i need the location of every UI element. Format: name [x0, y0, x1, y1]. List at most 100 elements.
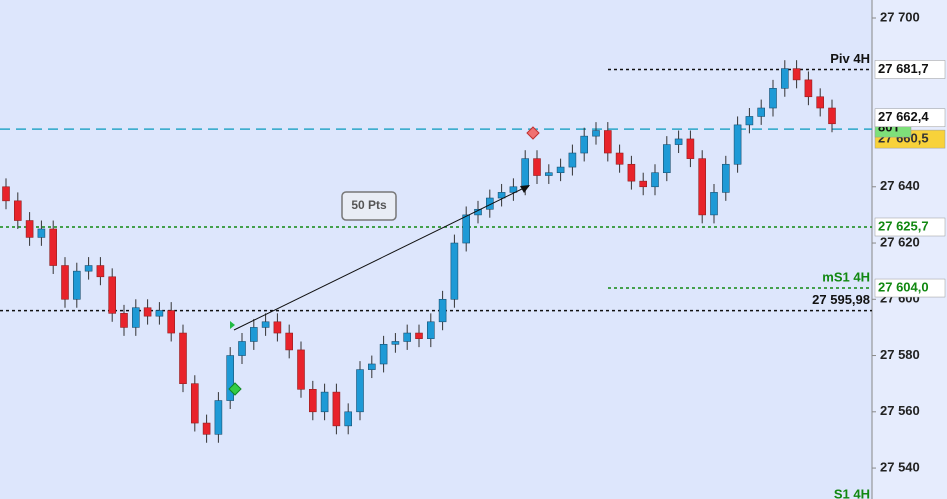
candle-body: [61, 265, 69, 300]
candle-body: [521, 158, 530, 188]
plot-bg: [0, 0, 872, 499]
candle-body: [238, 341, 246, 356]
candle-body: [450, 242, 459, 300]
candle-body: [2, 186, 10, 202]
candle-body: [344, 411, 353, 427]
candle-body: [603, 130, 612, 154]
level-name: Piv 4H: [830, 51, 870, 66]
y-tick-label: 27 580: [880, 347, 920, 362]
level-name: mS1 4H: [822, 269, 870, 284]
candle-body: [379, 343, 388, 365]
y-tick-label: 27 620: [880, 234, 920, 249]
candle-body: [497, 192, 506, 199]
level-label: 27 595,98: [812, 292, 870, 307]
candle-body: [533, 158, 541, 176]
candle-body: [509, 186, 518, 193]
candle-body: [780, 68, 789, 89]
candle-body: [769, 88, 777, 109]
candle-body: [261, 321, 270, 328]
candle-body: [297, 349, 305, 390]
candle-body: [721, 163, 730, 193]
signal: [230, 321, 235, 329]
candle-body: [308, 388, 317, 413]
candle-body: [792, 68, 801, 81]
marks: [0, 60, 872, 443]
candle-body: [191, 383, 199, 424]
candle-body: [167, 310, 175, 334]
candle-body: [592, 130, 600, 137]
candle-body: [250, 327, 258, 342]
y-tick-label: 27 640: [880, 178, 920, 193]
axis-bg: [872, 0, 947, 499]
candle-body: [485, 197, 494, 210]
measure-line: [233, 185, 529, 331]
candle-body: [391, 341, 400, 345]
candle-body: [804, 79, 813, 98]
candle-body: [108, 276, 116, 314]
level-label: 27 625,7: [878, 218, 929, 233]
candle-body: [698, 158, 707, 216]
candle-body: [674, 138, 683, 145]
candle-body: [733, 124, 742, 165]
candle-body: [580, 135, 589, 154]
candle-body: [356, 369, 364, 413]
candle-body: [120, 313, 128, 328]
last-price-bg: [874, 108, 946, 128]
level-label-bg: [874, 217, 946, 237]
candle-body: [84, 265, 93, 272]
level-name: S1 4H: [834, 486, 870, 499]
candle-body: [568, 152, 577, 168]
candle-body: [710, 192, 718, 216]
candle-body: [686, 138, 695, 159]
candle-body: [639, 180, 648, 188]
candle-body: [426, 321, 435, 339]
annotation: 50 Pts: [351, 198, 387, 212]
candle-body: [285, 332, 294, 351]
candle-body: [651, 172, 659, 188]
signal: [526, 126, 540, 140]
y-tick-label: 27 560: [880, 403, 920, 418]
candle-body: [179, 332, 187, 384]
candle-body: [49, 228, 58, 266]
annotation-box: [341, 191, 397, 221]
candle-body: [96, 265, 105, 278]
candle-body: [14, 200, 22, 221]
candle-body: [155, 310, 164, 317]
candle-body: [544, 172, 553, 176]
signal: [228, 382, 242, 396]
level-label-bg: [874, 278, 946, 298]
candle-body: [615, 152, 624, 165]
candle-body: [745, 116, 754, 126]
candle-body: [367, 363, 376, 370]
candle-body: [73, 270, 81, 300]
candle-body: [556, 166, 565, 174]
arrow-head: [520, 185, 530, 193]
y-tick-label: 27 700: [880, 9, 920, 24]
candle-body: [438, 298, 447, 323]
candle-body: [37, 228, 46, 238]
candle-body: [132, 307, 140, 328]
candle-body: [214, 400, 223, 435]
candle-body: [25, 220, 34, 238]
last-price: 27 662,4: [878, 109, 929, 124]
candle-body: [332, 391, 341, 427]
candle-body: [226, 355, 234, 401]
candle-body: [143, 307, 152, 317]
level-label: 27 604,0: [878, 279, 929, 294]
candle-body: [757, 107, 766, 117]
y-tick-label: 27 540: [880, 459, 920, 474]
candle-body: [202, 422, 211, 435]
candle-body: [627, 163, 636, 182]
candle-body: [320, 391, 329, 413]
level-label: 27 681,7: [878, 61, 929, 76]
candle-body: [415, 332, 423, 339]
candle-body: [828, 107, 836, 125]
candle-body: [403, 332, 412, 342]
candle-body: [462, 214, 471, 244]
candle-body: [273, 321, 282, 334]
candle-body: [816, 96, 825, 109]
candle-body: [662, 144, 671, 174]
level-label-bg: [874, 60, 946, 79]
